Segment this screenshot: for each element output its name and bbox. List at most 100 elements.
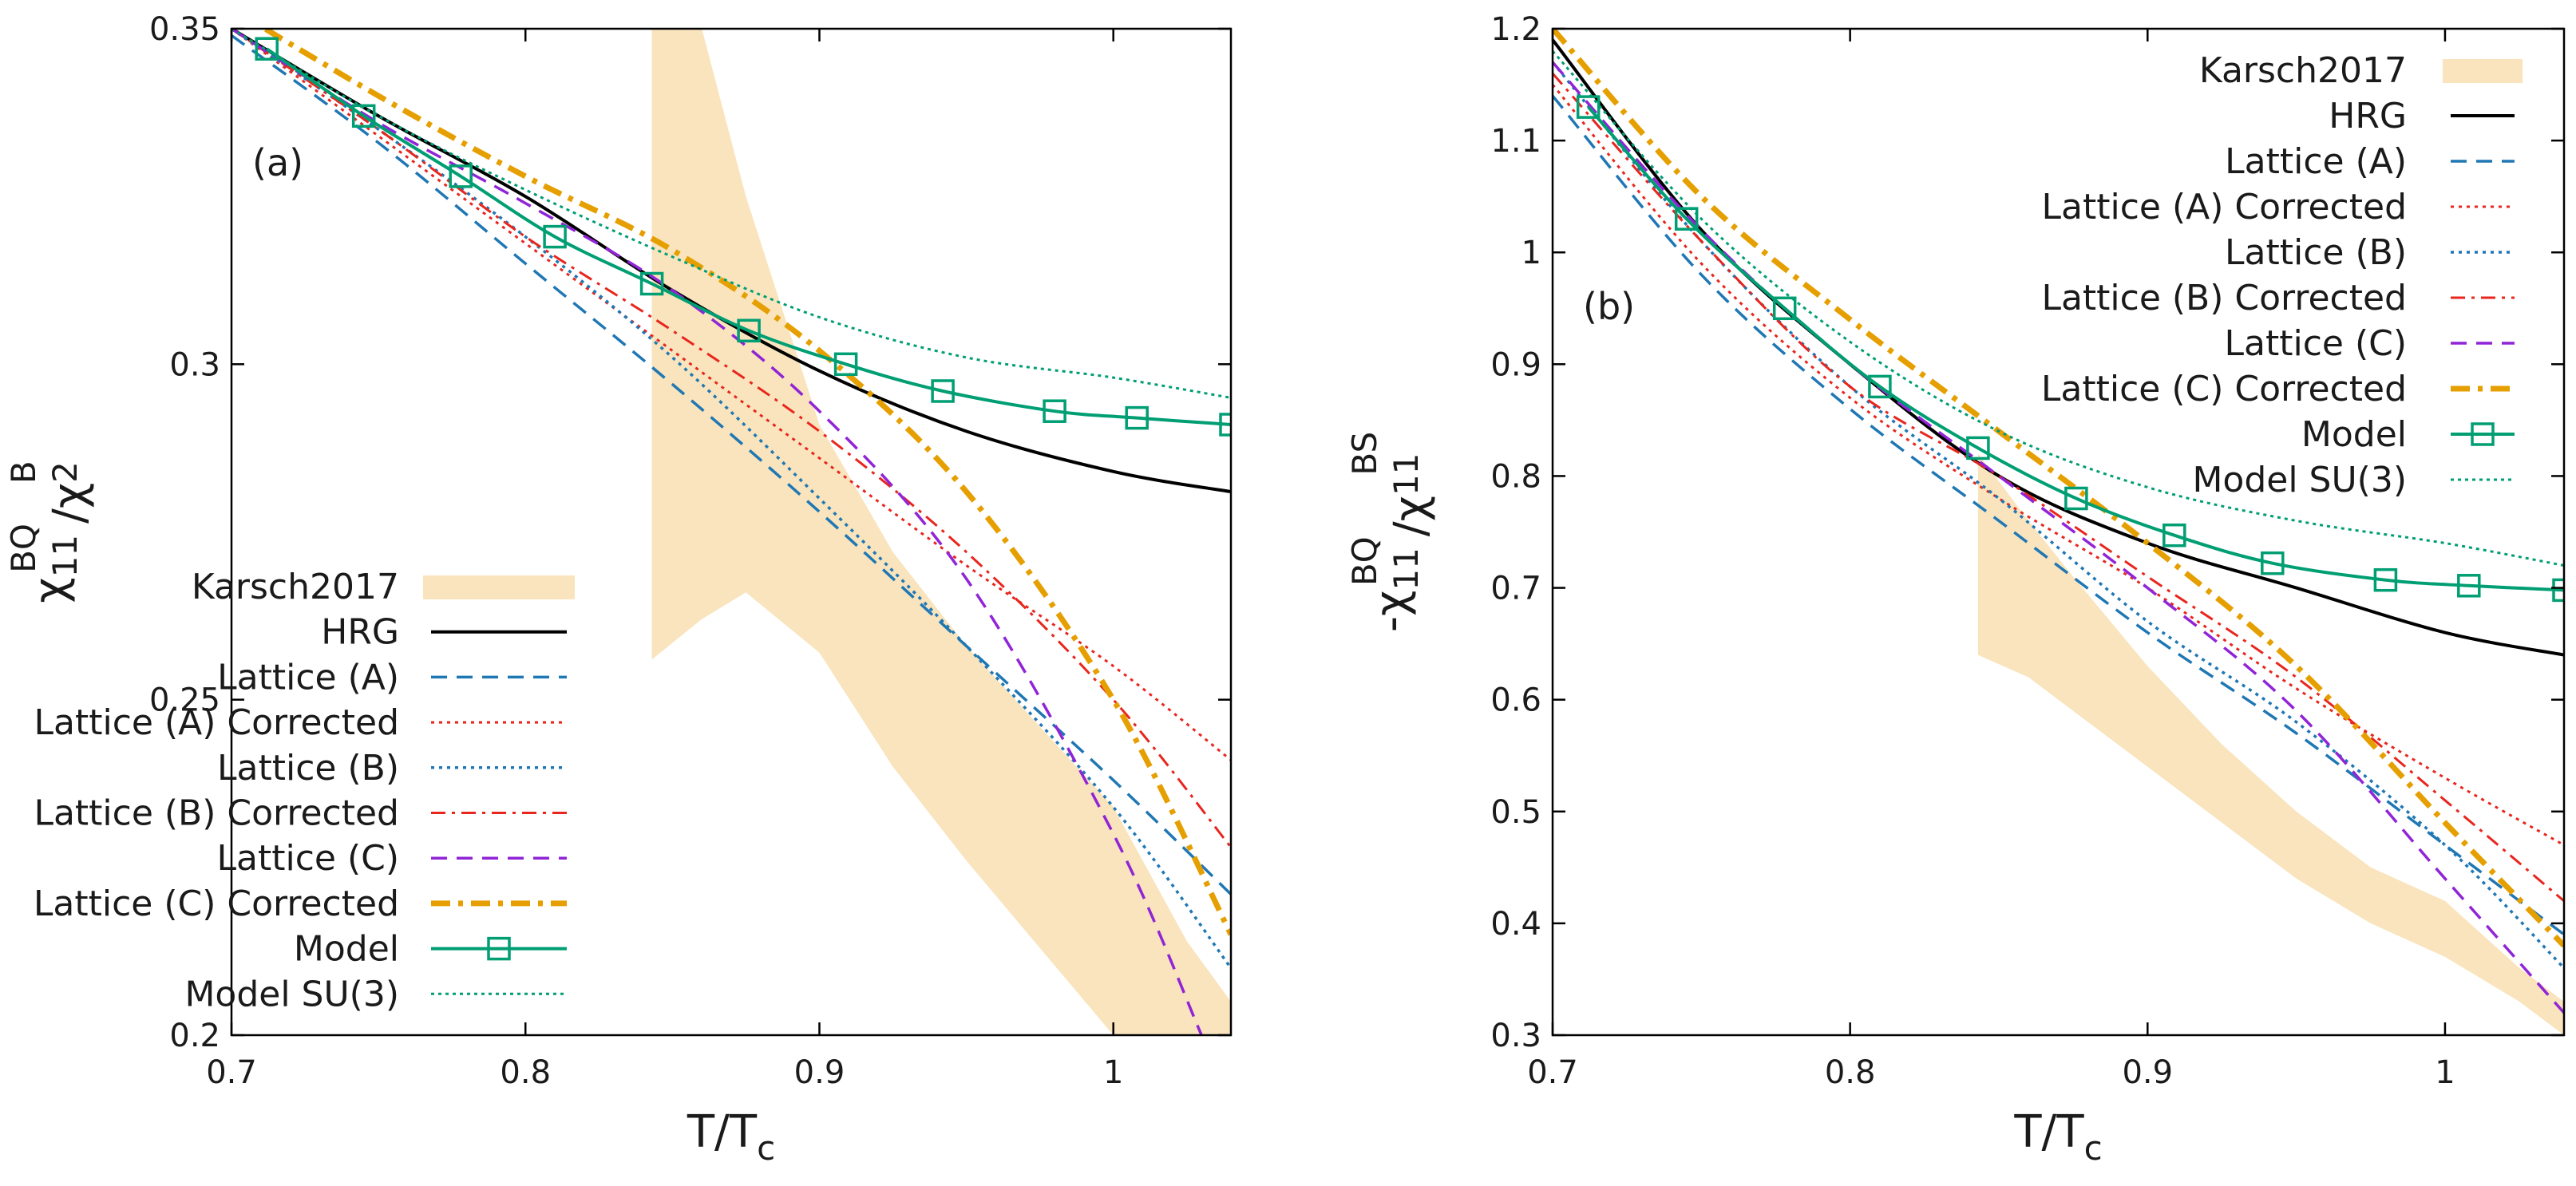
y-axis-label-sub-2: 11	[1387, 453, 1426, 496]
legend-label: Lattice (A) Corrected	[2042, 187, 2407, 227]
karsch2017-band	[1977, 453, 2564, 1035]
series-lattice-c-corrected-line	[1553, 29, 2564, 948]
y-tick-label: 0.4	[1490, 906, 1541, 943]
y-axis-label-sup-1: BQ	[1345, 536, 1384, 586]
x-tick-label: 0.8	[1825, 1054, 1876, 1091]
model-marker-point	[2162, 523, 2186, 548]
x-tick-label: 1	[2435, 1054, 2455, 1091]
series-model-line	[266, 47, 1231, 426]
y-tick-label: 0.8	[1490, 458, 1541, 495]
legend-label: Model	[294, 929, 399, 970]
model-marker-point	[351, 104, 376, 128]
model-marker-point	[1043, 399, 1066, 423]
legend: Karsch2017 HRG Lattice (A) Lattice (A) Corr…	[2041, 50, 2523, 500]
model-marker-point	[931, 379, 955, 403]
series-lattice-a-corrected-line	[231, 29, 1231, 761]
series-hrg-line	[1553, 38, 2564, 657]
legend-label: Lattice (C)	[216, 838, 399, 879]
series-model-su-3-line	[1553, 50, 2564, 567]
x-axis-label-sub: c	[757, 1129, 775, 1168]
x-tick-label: 0.9	[794, 1054, 845, 1091]
legend-label: HRG	[2329, 96, 2407, 136]
legend-label: Lattice (A)	[2225, 141, 2407, 182]
panel-label: (b)	[1583, 285, 1635, 328]
model-marker-point	[449, 164, 473, 188]
y-tick-label: 1	[1521, 235, 1541, 271]
plot-area	[231, 29, 1231, 1035]
y-tick-label: 1.1	[1490, 123, 1541, 160]
panel-a: 0.7 0.8 0.9 1 0.2 0.25 0.3 0.35 T/Tc χ11BQ/χ2B (a)…	[4, 11, 1233, 1168]
series-lattice-b-corrected-line	[231, 29, 1231, 848]
y-tick-label: 0.3	[169, 346, 220, 383]
x-axis-label: T/Tc	[687, 1106, 775, 1168]
x-tick-label: 0.9	[2122, 1054, 2173, 1091]
plot-frame	[1551, 27, 2566, 1037]
y-axis-label-sub-1: 11	[1387, 548, 1426, 590]
legend-label: Lattice (B) Corrected	[2041, 278, 2407, 318]
panel-b: 0.7 0.8 0.9 1 0.3 0.4 0.5 0.6 0.7 0.8 0.9 1 1.1 1.2 T/…	[1345, 11, 2566, 1168]
y-axis-label-sup-1: BQ	[4, 524, 43, 573]
x-axis-label-main: T/T	[687, 1106, 758, 1158]
legend-label: Lattice (C)	[2224, 323, 2407, 364]
x-tick-label: 0.8	[500, 1054, 551, 1091]
model-marker-point	[1125, 405, 1149, 430]
series-lattice-b-corrected-line	[1553, 73, 2564, 903]
panel-label: (a)	[252, 141, 303, 184]
legend-marker-model	[2471, 422, 2495, 446]
legend-label: Karsch2017	[2199, 50, 2407, 91]
legend-swatch-karsch2017	[423, 575, 575, 599]
series-lattice-a-corrected-line	[1553, 84, 2564, 847]
model-marker-point	[1219, 413, 1231, 437]
legend-swatch-karsch2017	[2443, 59, 2523, 83]
y-axis-label-main: -χ	[1366, 591, 1418, 633]
y-axis-label: χ11BQ/χ2B	[4, 461, 96, 603]
series-lattice-c-line	[1553, 61, 2564, 1014]
model-marker-point	[1772, 296, 1797, 321]
x-tick-label: 0.7	[1527, 1054, 1578, 1091]
y-axis-label: -χ11BQ/χ11BS	[1345, 432, 1437, 632]
y-tick-label: 0.5	[1490, 794, 1541, 831]
y-tick-label: 0.7	[1490, 571, 1541, 607]
legend-label: Lattice (B) Corrected	[34, 793, 399, 834]
series-lattice-c-line	[231, 29, 1203, 1035]
y-axis-label-sup-2: B	[4, 461, 43, 484]
plot-frame	[230, 27, 1233, 1037]
y-axis-label-main: χ	[25, 577, 77, 603]
x-axis-label: T/Tc	[2013, 1106, 2102, 1168]
legend-label: Lattice (B)	[2225, 232, 2407, 273]
x-tick-label: 1	[1103, 1054, 1123, 1091]
model-marker-point	[1576, 95, 1601, 119]
legend-label: Lattice (A) Corrected	[34, 702, 399, 743]
series-lattice-a-line	[1553, 94, 2564, 936]
y-tick-label: 0.35	[149, 11, 220, 48]
y-tick-label: 0.25	[149, 682, 220, 719]
model-marker-point	[2457, 574, 2481, 598]
y-tick-label: 0.9	[1490, 346, 1541, 383]
y-tick-label: 0.3	[1490, 1018, 1541, 1054]
legend-label: Karsch2017	[192, 567, 399, 607]
y-axis-label-sub-1: 11	[46, 535, 85, 577]
x-tick-label: 0.7	[206, 1054, 257, 1091]
legend-label: Model SU(3)	[184, 974, 399, 1014]
model-marker-point	[639, 271, 664, 296]
legend-label: HRG	[321, 612, 399, 653]
y-axis-label-sup-2: BS	[1345, 432, 1384, 476]
y-axis-label-ratio: /χ	[44, 483, 96, 524]
y-tick-label: 1.2	[1490, 11, 1541, 48]
model-marker-point	[2064, 486, 2088, 511]
legend-label: Lattice (C) Corrected	[2041, 369, 2407, 409]
model-marker-point	[737, 318, 761, 343]
y-tick-label: 0.2	[169, 1018, 220, 1054]
series-lattice-a-line	[231, 34, 1231, 895]
model-marker-point	[2261, 551, 2285, 575]
legend-label: Lattice (C) Corrected	[34, 884, 399, 924]
y-axis-label-ratio: /χ	[1385, 496, 1437, 536]
legend-label: Lattice (A)	[217, 657, 399, 698]
model-marker-point	[833, 352, 858, 377]
legend-label: Model	[2301, 414, 2407, 455]
y-tick-label: 0.6	[1490, 682, 1541, 719]
model-marker-point	[1674, 207, 1699, 231]
series-model-su-3-line	[231, 29, 1231, 399]
